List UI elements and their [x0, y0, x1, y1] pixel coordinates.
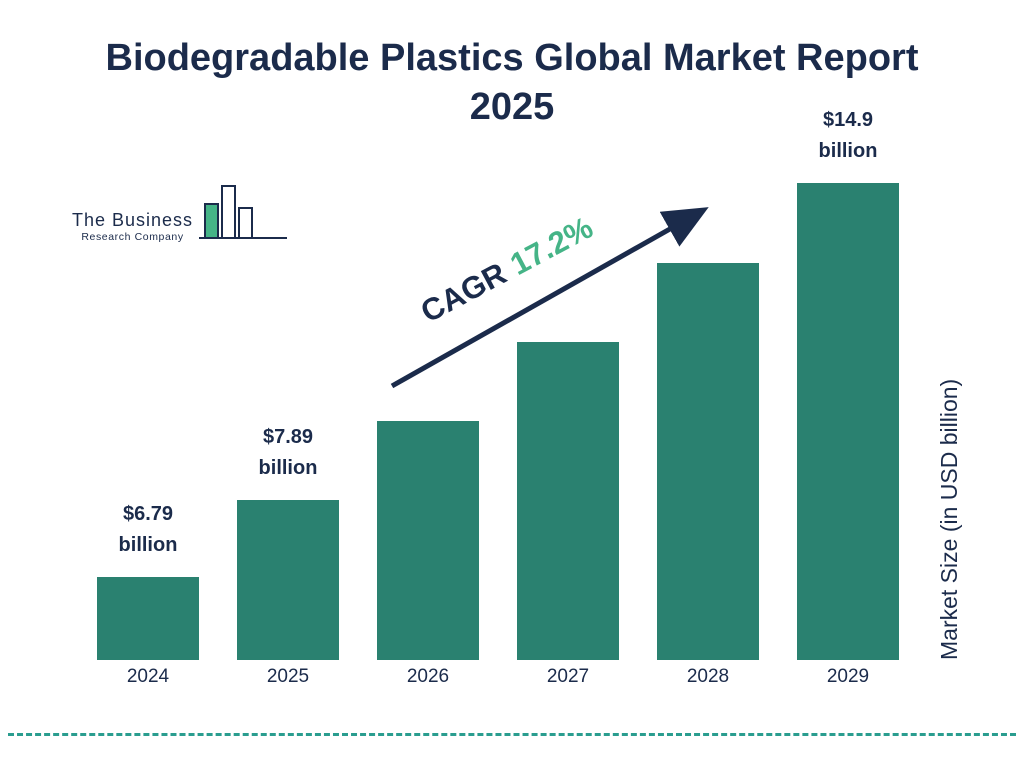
bar-chart-logo-icon	[199, 182, 289, 251]
page-title-line1: Biodegradable Plastics Global Market Rep…	[105, 37, 919, 79]
bar-chart: $6.79 billion $7.89 billion $14.9 billion	[97, 100, 899, 660]
bar-value-label: $14.9 billion	[818, 109, 878, 162]
bar-value-label: $6.79 billion	[118, 503, 178, 556]
x-tick-label: 2028	[686, 666, 730, 687]
bar	[97, 577, 199, 660]
bar-column	[377, 405, 479, 660]
bar-value-label: $7.89 billion	[258, 426, 318, 479]
bar-column	[517, 326, 619, 660]
x-tick-label: 2025	[266, 666, 310, 687]
x-tick-label: 2026	[406, 666, 450, 687]
bar	[237, 500, 339, 660]
x-tick-label: 2029	[826, 666, 870, 687]
bar-column	[657, 247, 759, 660]
bar-column: $7.89 billion	[237, 422, 339, 660]
page-title: Biodegradable Plastics Global Market Rep…	[0, 34, 1024, 133]
bar	[657, 263, 759, 660]
bottom-dashed-divider	[8, 733, 1016, 736]
bar	[377, 421, 479, 660]
bar-column: $14.9 billion	[797, 105, 899, 660]
logo-subname: Research Company	[81, 231, 184, 243]
x-axis-labels: 2024 2025 2026 2027 2028 2029	[97, 666, 899, 688]
page-title-line2: 2025	[469, 86, 555, 129]
bar-column: $6.79 billion	[97, 499, 199, 660]
x-tick-label: 2027	[546, 666, 590, 687]
logo: The Business Research Company	[72, 182, 289, 251]
bar	[797, 183, 899, 660]
logo-text: The Business Research Company	[72, 210, 193, 251]
y-axis-label: Market Size (in USD billion)	[936, 378, 962, 660]
x-tick-label: 2024	[126, 666, 170, 687]
logo-name: The Business	[72, 210, 194, 230]
bar	[517, 342, 619, 660]
